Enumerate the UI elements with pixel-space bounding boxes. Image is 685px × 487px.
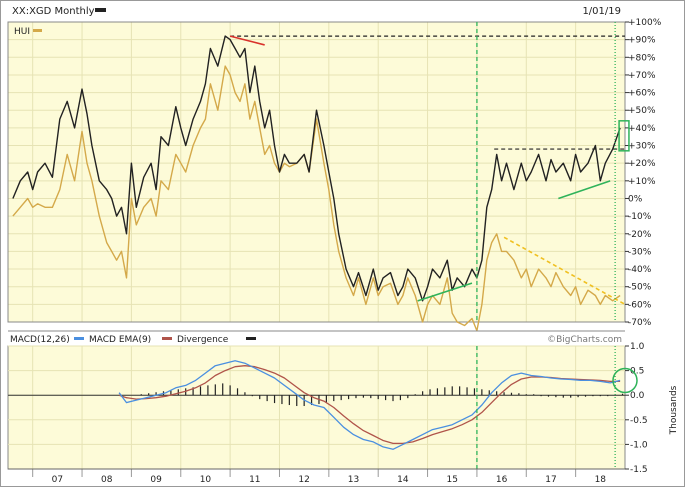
highlight-box: [618, 120, 630, 152]
macd-line: [118, 360, 621, 450]
x-tick-label: 09: [150, 475, 162, 485]
watermark: ©BigCharts.com: [547, 335, 622, 345]
macd-y-tick-label: -0.5: [630, 416, 648, 426]
price-y-tick-label: -50%: [628, 283, 652, 293]
price-y-tick-label: -20%: [628, 230, 652, 240]
x-axis: 07 08 09 10 11 12 13 14 15 16 17 18: [8, 468, 625, 485]
x-tick-label: 18: [595, 475, 607, 485]
x-tick-label: 16: [496, 475, 508, 485]
hui-label: HUI: [14, 27, 30, 37]
price-y-tick-label: -60%: [628, 300, 652, 310]
macd-legend: MACD(12,26) MACD EMA(9) Divergence ©BigC…: [10, 335, 622, 345]
price-y-tick-label: -40%: [628, 265, 652, 275]
price-y-tick-label: -70%: [628, 318, 652, 328]
divergence-legend-swatch: [246, 337, 256, 340]
x-tick-label: 13: [348, 475, 359, 485]
trendline: [417, 282, 473, 302]
divergence-label: Divergence: [177, 335, 229, 345]
price-y-tick-label: -10%: [628, 212, 652, 222]
x-tick-label: 12: [298, 475, 309, 485]
xgd-series-line: [12, 35, 621, 302]
price-panel: +100% +90% +80% +70% +60% +50% +40% +30% +20% +10…: [7, 6, 662, 332]
trendline: [229, 35, 265, 46]
x-tick-label: 14: [397, 475, 409, 485]
macd-panel-bg: [8, 346, 625, 469]
price-grid: [7, 21, 626, 323]
hui-legend-swatch: [33, 29, 42, 32]
highlight-circle: [612, 367, 638, 394]
macd-label: MACD(12,26): [10, 335, 70, 345]
price-y-tick-label: +90%: [628, 36, 656, 46]
price-y-tick-label: 0%: [628, 194, 643, 204]
x-tick-label: 15: [447, 475, 458, 485]
price-y-tick-label: +60%: [628, 89, 656, 99]
price-y-tick-label: +80%: [628, 53, 656, 63]
x-tick-label: 10: [200, 475, 212, 485]
price-y-tick-label: +40%: [628, 124, 656, 134]
x-tick-label: 08: [101, 475, 113, 485]
price-y-tick-label: -30%: [628, 247, 652, 257]
trendline: [558, 180, 611, 200]
price-panel-bg: [8, 22, 625, 322]
x-tick-label: 11: [249, 475, 260, 485]
trendline: [503, 236, 626, 306]
macd-panel: 1.0 0.5 0.0 -0.5 -1.0 -1.5 Thousands: [7, 342, 679, 475]
x-tick-label: 17: [545, 475, 556, 485]
date-label: 1/01/19: [582, 6, 621, 17]
ema-label: MACD EMA(9): [89, 335, 151, 345]
symbol-legend-swatch: [95, 8, 106, 12]
macd-annotations: [476, 346, 638, 469]
price-y-axis: +100% +90% +80% +70% +60% +50% +40% +30% +20% +10…: [625, 18, 662, 328]
macd-y-tick-label: 0.0: [630, 391, 645, 401]
macd-ema-line: [118, 365, 621, 445]
ema-legend-swatch: [162, 337, 172, 340]
price-y-tick-label: +10%: [628, 177, 656, 187]
price-y-tick-label: +30%: [628, 142, 656, 152]
macd-y-tick-label: -1.5: [630, 465, 648, 475]
price-series: [12, 35, 621, 332]
x-tick-label: 07: [52, 475, 63, 485]
price-y-tick-label: +100%: [628, 18, 662, 28]
macd-series: [118, 360, 624, 450]
macd-y-tick-label: 1.0: [630, 342, 645, 352]
symbol-label: XX:XGD Monthly: [12, 6, 95, 17]
macd-y-tick-label: -1.0: [630, 440, 648, 450]
macd-y-axis: 1.0 0.5 0.0 -0.5 -1.0 -1.5: [625, 342, 648, 475]
price-annotations: [229, 22, 630, 322]
macd-y-tick-label: 0.5: [630, 367, 644, 377]
price-y-tick-label: +70%: [628, 71, 656, 81]
price-y-tick-label: +50%: [628, 106, 656, 116]
macd-legend-swatch: [74, 337, 84, 340]
price-panel-border: [7, 21, 626, 323]
price-y-tick-label: +20%: [628, 159, 656, 169]
macd-y-axis-label: Thousands: [669, 385, 679, 435]
